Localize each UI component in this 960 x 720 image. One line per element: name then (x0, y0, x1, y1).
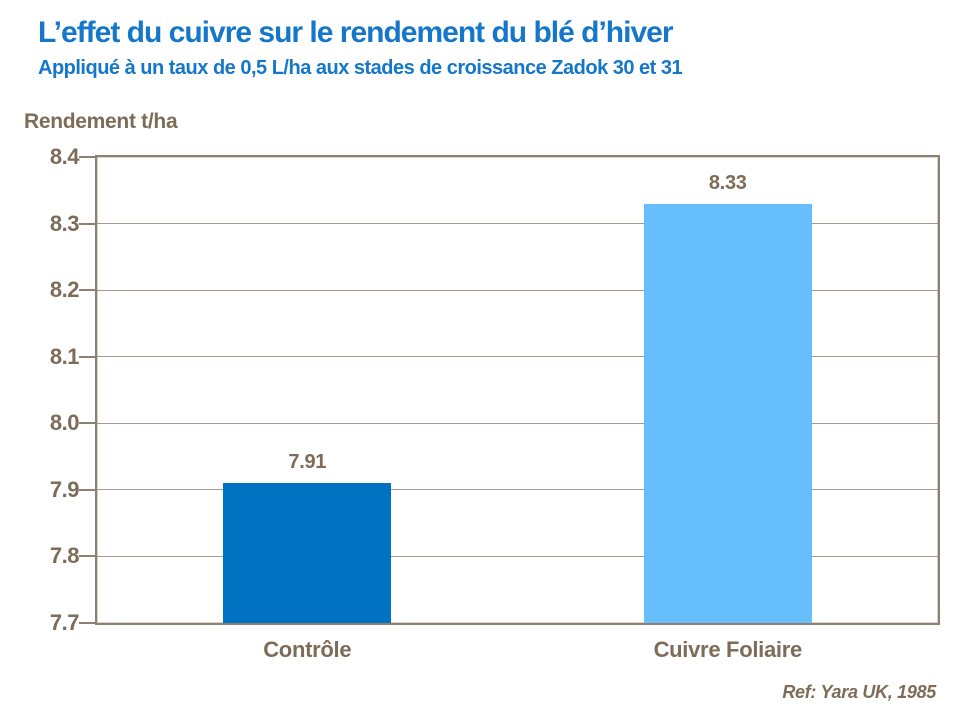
gridline (97, 356, 938, 358)
bar-cuivre-foliaire (643, 203, 812, 623)
reference-text: Ref: Yara UK, 1985 (782, 682, 936, 702)
gridline (97, 223, 938, 225)
y-axis-tick (79, 422, 95, 425)
gridline (97, 422, 938, 424)
bar-value-label: 7.91 (288, 451, 327, 474)
gridline (97, 289, 938, 291)
plot-area: 8.4 8.3 8.2 8.1 8.0 7.9 7.8 7.7 7.91 Contrôle 8.33… (50, 146, 940, 662)
bar-value-label: 8.33 (708, 171, 747, 194)
x-category-label: Contrôle (263, 637, 352, 662)
y-tick-label: 8.2 (49, 277, 80, 303)
y-tick-label: 7.8 (49, 543, 80, 569)
y-axis-tick (79, 488, 95, 491)
y-tick-label: 7.9 (49, 476, 80, 502)
x-category-label: Cuivre Foliaire (653, 637, 803, 662)
y-axis-tick (79, 156, 95, 158)
y-tick-label: 8.1 (49, 343, 80, 369)
y-tick-label: 8.0 (49, 410, 80, 436)
y-tick-label: 8.4 (49, 144, 80, 169)
y-axis-tick (79, 622, 95, 624)
y-axis-title: Rendement t/ha (24, 110, 178, 133)
y-axis-tick (79, 289, 95, 292)
chart-subtitle: Appliqué à un taux de 0,5 L/ha aux stade… (38, 57, 683, 79)
gridline (97, 555, 938, 557)
chart-title: L’effet du cuivre sur le rendement du bl… (38, 16, 673, 49)
y-axis-tick (79, 222, 95, 225)
y-axis-tick (79, 555, 95, 558)
y-tick-label: 7.7 (49, 610, 80, 635)
y-axis-tick (79, 355, 95, 358)
gridline (97, 489, 938, 491)
bar-contr-le (223, 483, 392, 623)
y-tick-label: 8.3 (49, 210, 80, 236)
